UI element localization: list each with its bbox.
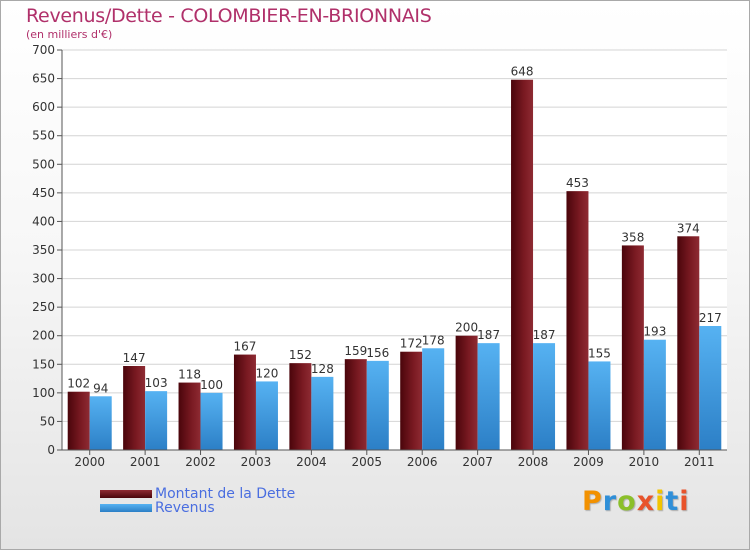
data-label: 374 (677, 221, 700, 235)
data-label: 100 (200, 378, 223, 392)
y-tick-label: 200 (32, 329, 55, 343)
bar-revenus (422, 348, 445, 450)
bar-revenus (533, 343, 556, 450)
x-tick-label: 2007 (462, 455, 493, 469)
y-tick-label: 650 (32, 72, 55, 86)
bar-dette (400, 351, 423, 450)
legend-swatch-revenus (100, 504, 152, 512)
data-label: 94 (93, 381, 108, 395)
data-label: 200 (455, 321, 478, 335)
bar-dette (511, 79, 534, 450)
data-label: 648 (511, 65, 534, 79)
bar-revenus (200, 392, 223, 450)
y-tick-label: 600 (32, 100, 55, 114)
y-tick-label: 550 (32, 129, 55, 143)
bar-dette (178, 382, 201, 450)
bar-dette (621, 245, 644, 450)
y-tick-label: 400 (32, 214, 55, 228)
chart-title: Revenus/Dette - COLOMBIER-EN-BRIONNAIS (26, 5, 432, 27)
x-tick-label: 2000 (74, 455, 105, 469)
bar-dette (677, 236, 700, 450)
x-tick-label: 2008 (518, 455, 549, 469)
y-tick-label: 0 (47, 443, 55, 457)
data-label: 358 (621, 230, 644, 244)
data-label: 178 (422, 333, 445, 347)
bar-revenus (477, 343, 500, 450)
x-tick-label: 2005 (352, 455, 383, 469)
data-label: 217 (699, 311, 722, 325)
data-label: 172 (400, 337, 423, 351)
bar-revenus (145, 391, 168, 450)
bar-dette (233, 354, 256, 450)
data-label: 159 (344, 344, 367, 358)
bar-revenus (311, 376, 334, 450)
bar-revenus (643, 339, 666, 450)
bar-dette (289, 363, 312, 450)
data-label: 120 (256, 366, 279, 380)
data-label: 147 (123, 351, 146, 365)
data-label: 128 (311, 362, 334, 376)
x-tick-label: 2006 (407, 455, 438, 469)
data-label: 118 (178, 368, 201, 382)
y-tick-label: 450 (32, 186, 55, 200)
bar-revenus (255, 381, 278, 450)
y-tick-label: 350 (32, 243, 55, 257)
legend-item-revenus: Revenus (100, 500, 350, 516)
x-tick-label: 2004 (296, 455, 327, 469)
x-tick-label: 2009 (573, 455, 604, 469)
x-tick-label: 2001 (130, 455, 161, 469)
x-tick-label: 2002 (185, 455, 216, 469)
data-label: 187 (533, 328, 556, 342)
bar-dette (566, 191, 589, 450)
x-tick-label: 2010 (629, 455, 660, 469)
data-label: 167 (234, 340, 257, 354)
bar-revenus (366, 360, 389, 450)
y-tick-label: 500 (32, 157, 55, 171)
data-label: 156 (366, 346, 389, 360)
bar-dette (344, 359, 367, 450)
bar-revenus (699, 326, 722, 450)
y-tick-label: 100 (32, 386, 55, 400)
data-label: 103 (145, 376, 168, 390)
data-label: 152 (289, 348, 312, 362)
data-label: 187 (477, 328, 500, 342)
bar-dette (455, 335, 478, 450)
bar-revenus (89, 396, 112, 450)
data-label: 453 (566, 176, 589, 190)
legend-label-revenus: Revenus (155, 500, 215, 516)
y-tick-label: 150 (32, 357, 55, 371)
y-tick-label: 700 (32, 43, 55, 57)
bar-dette (123, 366, 146, 450)
bar-revenus (588, 361, 611, 450)
x-tick-label: 2011 (684, 455, 715, 469)
data-label: 193 (643, 325, 666, 339)
y-tick-label: 250 (32, 300, 55, 314)
y-tick-label: 50 (40, 414, 55, 428)
bar-dette (67, 391, 90, 450)
legend-swatch-dette (100, 490, 152, 498)
data-label: 102 (67, 377, 90, 391)
y-tick-label: 300 (32, 272, 55, 286)
x-tick-label: 2003 (241, 455, 272, 469)
proxiti-logo: Proxiti (582, 486, 690, 517)
data-label: 155 (588, 346, 611, 360)
chart-subtitle: (en milliers d'€) (26, 28, 113, 41)
legend-label-dette: Montant de la Dette (155, 486, 296, 502)
legend-item-dette: Montant de la Dette (100, 486, 350, 502)
